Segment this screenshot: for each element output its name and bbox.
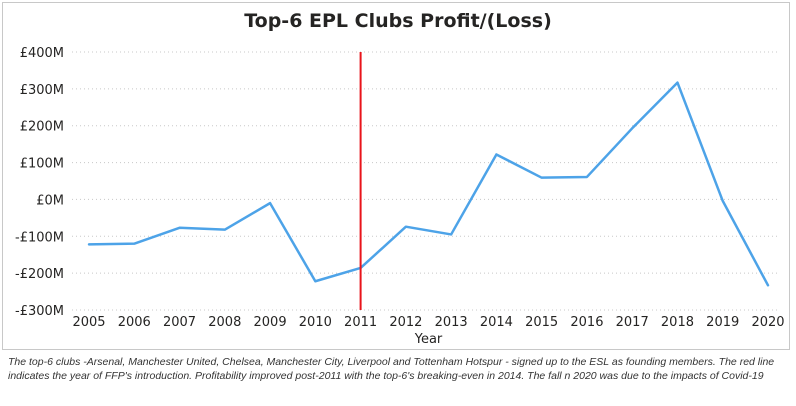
chart-frame — [2, 2, 790, 350]
chart-caption: The top-6 clubs -Arsenal, Manchester Uni… — [8, 356, 775, 382]
x-tick-label: 2013 — [435, 315, 468, 330]
x-tick-label: 2019 — [706, 315, 739, 330]
series-line — [87, 81, 770, 287]
x-tick-label: 2020 — [751, 315, 784, 330]
x-tick-label: 2016 — [570, 315, 603, 330]
y-tick-label: £100M — [20, 157, 64, 172]
data-point — [675, 80, 680, 85]
data-point — [177, 225, 182, 230]
data-point — [584, 174, 589, 179]
data-point — [403, 224, 408, 229]
x-tick-label: 2017 — [616, 315, 649, 330]
data-point — [766, 283, 771, 288]
data-point — [87, 242, 92, 247]
y-tick-label: £200M — [20, 120, 64, 135]
data-point — [222, 227, 227, 232]
x-axis-label: Year — [414, 332, 443, 347]
x-tick-label: 2007 — [163, 315, 196, 330]
chart-title: Top-6 EPL Clubs Profit/(Loss) — [244, 10, 552, 32]
data-point — [539, 175, 544, 180]
y-tick-label: -£300M — [15, 304, 64, 319]
x-tick-label: 2014 — [480, 315, 513, 330]
y-tick-label: £0M — [36, 193, 64, 208]
x-tick-label: 2010 — [299, 315, 332, 330]
data-point — [494, 152, 499, 157]
x-tick-label: 2012 — [389, 315, 422, 330]
y-tick-label: £300M — [20, 83, 64, 98]
x-tick-label: 2008 — [208, 315, 241, 330]
y-tick-label: £400M — [20, 46, 64, 61]
x-tick-label: 2018 — [661, 315, 694, 330]
y-tick-label: -£200M — [15, 267, 64, 282]
x-tick-label: 2009 — [254, 315, 287, 330]
data-point — [720, 198, 725, 203]
data-point — [449, 232, 454, 237]
x-tick-label: 2006 — [118, 315, 151, 330]
data-point — [268, 201, 273, 206]
data-point — [630, 126, 635, 131]
x-tick-label: 2015 — [525, 315, 558, 330]
data-point — [132, 241, 137, 246]
x-tick-label: 2005 — [72, 315, 105, 330]
line-chart: -£300M -£200M -£100M £0M £100M £200M £300M £400… — [15, 46, 785, 347]
x-tick-label: 2011 — [344, 315, 377, 330]
y-tick-label: -£100M — [15, 230, 64, 245]
data-point — [313, 279, 318, 284]
